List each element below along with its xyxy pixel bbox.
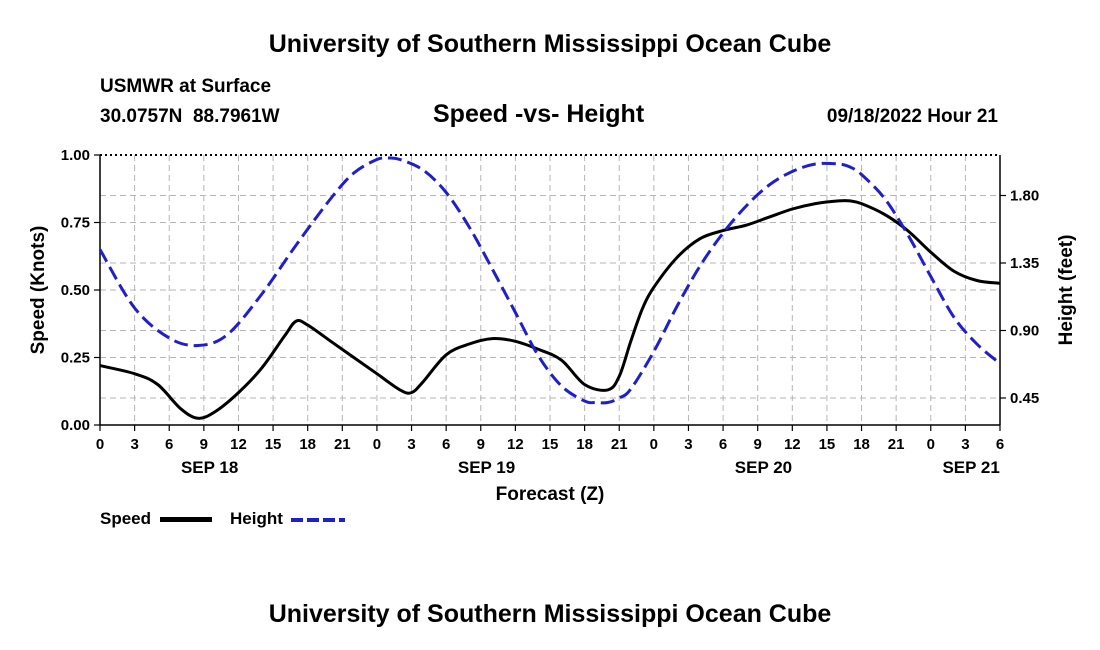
x-date-label: SEP 19 <box>458 458 515 477</box>
y-tick-label: 0.25 <box>61 350 90 367</box>
y2-tick-label: 1.35 <box>1010 255 1039 272</box>
x-tick-label: 0 <box>373 436 381 453</box>
x-tick-label: 21 <box>611 436 628 453</box>
x-tick-label: 9 <box>754 436 762 453</box>
x-tick-label: 15 <box>542 436 559 453</box>
x-tick-label: 21 <box>334 436 351 453</box>
x-tick-label: 21 <box>888 436 905 453</box>
series-line-speed <box>99 199 1001 420</box>
legend-height-swatch <box>291 518 345 522</box>
y-tick-label: 0.00 <box>61 417 90 434</box>
y2-axis-title: Height (feet) <box>1056 235 1077 346</box>
x-tick-label: 9 <box>477 436 485 453</box>
legend-height-label: Height <box>230 509 283 528</box>
y-tick-label: 0.75 <box>61 215 90 232</box>
page-title: University of Southern Mississippi Ocean… <box>268 30 832 58</box>
x-tick-label: 6 <box>165 436 173 453</box>
legend-speed-swatch <box>160 517 212 522</box>
x-tick-label: 0 <box>650 436 658 453</box>
x-tick-label: 12 <box>507 436 524 453</box>
x-date-label: SEP 21 <box>942 458 999 477</box>
x-date-label: SEP 18 <box>181 458 238 477</box>
legend-speed-label: Speed <box>100 509 152 528</box>
y-tick-label: 0.50 <box>61 282 90 299</box>
y-tick-label: 1.00 <box>61 147 90 164</box>
x-tick-label: 18 <box>853 436 870 453</box>
x-tick-label: 0 <box>96 436 104 453</box>
x-tick-label: 18 <box>576 436 593 453</box>
x-tick-label: 6 <box>996 436 1004 453</box>
y2-tick-label: 0.45 <box>1010 390 1039 407</box>
station-label: USMWR at Surface <box>100 76 272 97</box>
x-tick-label: 6 <box>719 436 727 453</box>
x-tick-label: 6 <box>442 436 450 453</box>
y2-tick-label: 1.80 <box>1010 188 1039 205</box>
x-tick-label: 18 <box>299 436 316 453</box>
coordinates-label: 30.0757N 88.7961W <box>100 106 280 127</box>
x-tick-label: 0 <box>927 436 935 453</box>
x-date-label: SEP 20 <box>735 458 792 477</box>
forecast-datetime: 09/18/2022 Hour 21 <box>826 106 998 127</box>
x-axis-title: Forecast (Z) <box>496 484 605 505</box>
x-tick-label: 3 <box>684 436 692 453</box>
y-axis-title: Speed (Knots) <box>28 226 49 355</box>
y2-tick-label: 0.90 <box>1010 323 1039 340</box>
x-tick-label: 15 <box>819 436 836 453</box>
x-tick-label: 3 <box>407 436 415 453</box>
footer-title: University of Southern Mississippi Ocean… <box>268 600 832 628</box>
x-tick-label: 15 <box>265 436 282 453</box>
x-tick-label: 3 <box>130 436 138 453</box>
x-tick-label: 12 <box>230 436 247 453</box>
x-tick-label: 9 <box>200 436 208 453</box>
x-tick-label: 3 <box>961 436 969 453</box>
x-tick-label: 12 <box>784 436 801 453</box>
chart-title: Speed -vs- Height <box>433 100 645 128</box>
speed-height-chart: 0 3 6 9 12 15 18 21 0 3 6 9 12 15 18 21 0 3 6 9 12 15 18 21 0 3 6S… <box>28 147 1077 505</box>
series-line-height <box>98 156 1001 405</box>
